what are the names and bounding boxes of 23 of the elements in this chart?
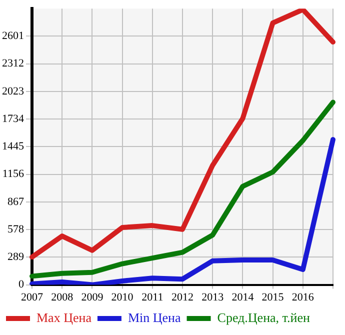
y-tick-label: 289	[8, 251, 24, 264]
y-tick-label: 2312	[2, 58, 24, 70]
legend-label: Max Цена	[36, 310, 92, 325]
x-tick-label: 2012	[172, 291, 194, 304]
x-tick-label: 2010	[111, 291, 134, 304]
legend-label: Сред.Цена, т.йен	[217, 310, 310, 325]
x-tick-label: 2008	[51, 291, 74, 304]
x-tick-label: 2011	[142, 291, 164, 304]
x-tick-label: 2015	[262, 291, 284, 304]
x-tick-label: 2014	[232, 291, 254, 304]
y-tick-label: 0	[18, 278, 24, 291]
legend-label: Min Цена	[128, 310, 181, 325]
y-tick-label: 578	[8, 223, 24, 236]
y-tick-label: 2023	[2, 85, 24, 98]
x-tick-label: 2009	[81, 291, 104, 304]
y-tick-label: 867	[8, 196, 24, 208]
x-tick-label: 2013	[202, 291, 224, 304]
y-tick-label: 1734	[2, 112, 24, 125]
x-tick-label: 2007	[21, 291, 44, 304]
y-tick-label: 1445	[2, 140, 24, 153]
y-tick-label: 2601	[2, 30, 24, 42]
y-tick-label: 1156	[2, 168, 24, 180]
x-tick-label: 2016	[292, 291, 314, 304]
